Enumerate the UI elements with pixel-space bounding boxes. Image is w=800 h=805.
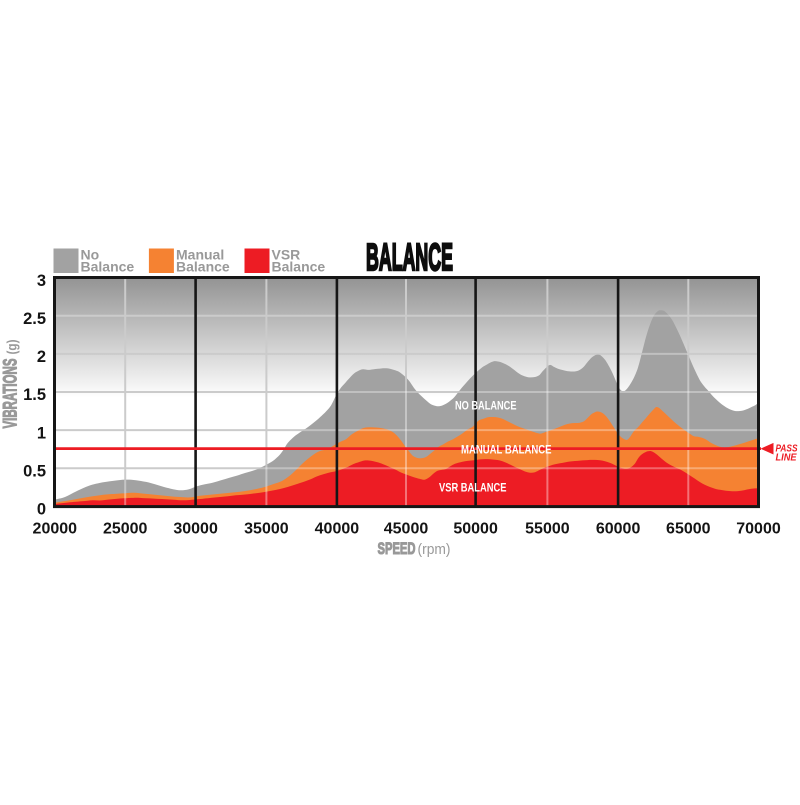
svg-text:Balance: Balance	[81, 259, 135, 275]
svg-text:Balance: Balance	[176, 259, 230, 275]
svg-text:(rpm): (rpm)	[418, 541, 451, 558]
svg-text:2: 2	[37, 348, 46, 366]
svg-text:VIBRATIONS: VIBRATIONS	[1, 359, 22, 429]
svg-text:2.5: 2.5	[23, 310, 46, 328]
svg-text:50000: 50000	[453, 521, 498, 538]
svg-text:70000: 70000	[736, 521, 781, 538]
svg-text:35000: 35000	[244, 521, 289, 538]
svg-text:65000: 65000	[666, 521, 711, 538]
svg-text:0.5: 0.5	[23, 462, 46, 480]
svg-text:60000: 60000	[596, 521, 641, 538]
svg-text:PASS: PASS	[776, 443, 798, 454]
svg-text:Balance: Balance	[272, 259, 326, 275]
svg-text:(g): (g)	[5, 340, 20, 355]
svg-text:1.5: 1.5	[23, 386, 46, 404]
svg-text:30000: 30000	[173, 521, 218, 538]
svg-text:MANUAL BALANCE: MANUAL BALANCE	[461, 445, 552, 457]
svg-text:25000: 25000	[103, 521, 148, 538]
svg-text:VSR: VSR	[272, 247, 301, 263]
svg-text:55000: 55000	[525, 521, 570, 538]
svg-text:0: 0	[37, 500, 46, 518]
svg-text:3: 3	[37, 272, 46, 290]
svg-text:20000: 20000	[33, 521, 78, 538]
svg-text:LINE: LINE	[776, 452, 797, 463]
svg-text:No: No	[81, 247, 100, 263]
svg-text:Manual: Manual	[176, 247, 224, 263]
svg-text:SPEED: SPEED	[378, 539, 416, 558]
svg-text:40000: 40000	[315, 521, 360, 538]
svg-text:BALANCE: BALANCE	[366, 237, 453, 279]
svg-text:45000: 45000	[384, 521, 429, 538]
svg-text:NO BALANCE: NO BALANCE	[455, 400, 517, 412]
svg-text:1: 1	[37, 424, 46, 442]
svg-text:VSR BALANCE: VSR BALANCE	[439, 483, 507, 495]
